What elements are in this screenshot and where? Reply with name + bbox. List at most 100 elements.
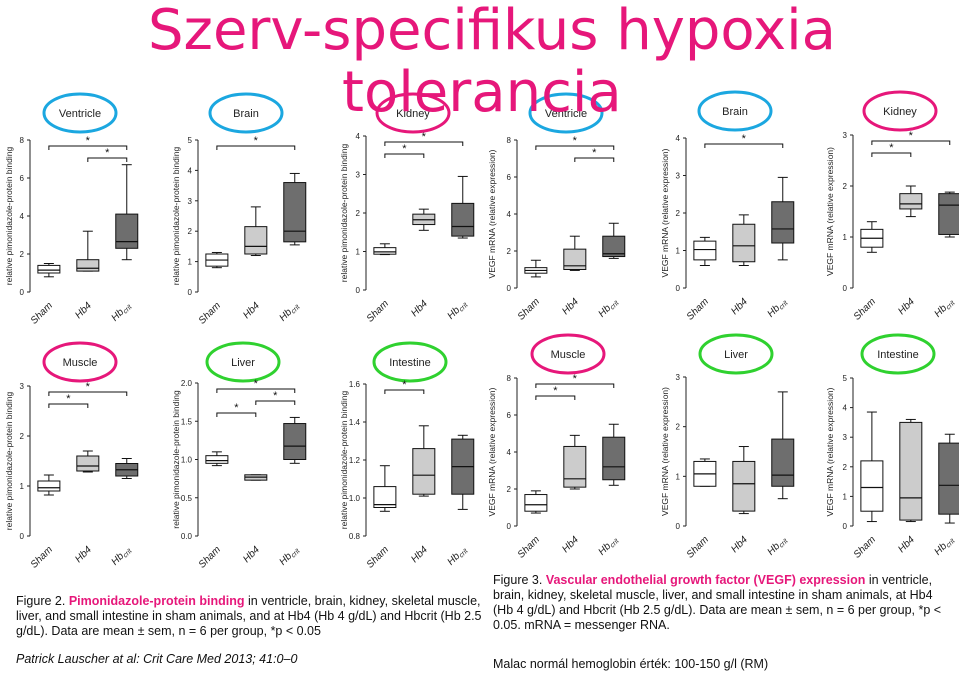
- box-hb4: [732, 460, 756, 512]
- y-tick-label: 2: [843, 463, 848, 472]
- x-tick-label: Hbcrit: [596, 296, 621, 321]
- organ-label: Liver: [231, 357, 255, 369]
- organ-label: Kidney: [883, 106, 917, 118]
- box-sham: [37, 264, 61, 274]
- y-tick-label: 2: [20, 250, 25, 259]
- box-hbcrit: [771, 438, 795, 487]
- x-tick-label: Hb4: [560, 534, 581, 555]
- significance-star: *: [592, 147, 597, 159]
- y-tick-label: 6: [20, 174, 25, 183]
- x-tick-label: Hbcrit: [765, 296, 790, 321]
- x-tick-label: Sham: [516, 296, 542, 322]
- box-hb4: [899, 193, 923, 210]
- y-tick-label: 1: [843, 492, 848, 501]
- x-tick-label: Hbcrit: [277, 544, 302, 569]
- y-axis-label: relative pimonidazole-protein binding: [171, 390, 181, 529]
- significance-bracket: [87, 157, 128, 162]
- significance-star: *: [422, 131, 427, 143]
- y-tick-label: 0: [20, 288, 25, 297]
- box-hb4: [244, 226, 268, 255]
- organ-label: Brain: [233, 108, 259, 120]
- box-hbcrit: [602, 235, 626, 258]
- y-tick-label: 1: [676, 472, 681, 481]
- y-tick-label: 2.0: [181, 379, 193, 388]
- y-tick-label: 2: [843, 182, 848, 191]
- box-hb4: [563, 445, 587, 488]
- x-tick-label: Hb4: [241, 300, 262, 321]
- box-hb4: [412, 448, 436, 495]
- organ-label: Intestine: [877, 349, 919, 361]
- organ-label: Muscle: [551, 349, 586, 361]
- y-axis-label: relative pimonidazole-protein binding: [4, 147, 14, 286]
- figure-3-highlight: Vascular endothelial growth factor (VEGF…: [545, 573, 866, 587]
- box-sham: [860, 460, 884, 512]
- y-axis-label: VEGF mRNA (relative expression): [660, 148, 670, 277]
- box-sham: [373, 247, 397, 255]
- panel-3: 0 1 2 3 4 relative pimonidazole-protein bindi…: [339, 92, 475, 325]
- organ-oval: [205, 341, 281, 383]
- hemoglobin-note: Malac normál hemoglobin érték: 100-150 g…: [493, 657, 769, 671]
- y-axis-label: relative pimonidazole-protein binding: [171, 147, 181, 286]
- y-tick-label: 5: [188, 136, 193, 145]
- x-tick-label: Sham: [516, 534, 542, 560]
- significance-star: *: [66, 393, 71, 405]
- x-tick-label: Sham: [365, 298, 391, 324]
- box-hbcrit: [602, 436, 626, 481]
- y-axis-label: VEGF mRNA (relative expression): [825, 387, 835, 516]
- y-tick-label: 6: [507, 411, 512, 420]
- significance-star: *: [553, 385, 558, 397]
- y-tick-label: 0: [843, 284, 848, 293]
- panel-12: 0 1 2 3 4 5 VEGF mRNA (relative expression) Int…: [825, 333, 959, 561]
- y-tick-label: 0: [843, 522, 848, 531]
- significance-bracket: [384, 153, 425, 158]
- organ-oval: [372, 341, 448, 383]
- y-tick-label: 3: [676, 373, 681, 382]
- x-tick-label: Hbcrit: [765, 534, 790, 559]
- significance-star: *: [254, 135, 259, 147]
- y-tick-label: 4: [843, 404, 848, 413]
- significance-bracket: [704, 143, 784, 148]
- box-hbcrit: [938, 442, 959, 515]
- significance-star: *: [273, 390, 278, 402]
- figure-3-caption: Figure 3. Vascular endothelial growth fa…: [493, 573, 948, 633]
- panel-4: 0 2 4 6 8 VEGF mRNA (relative expression) Vent…: [487, 92, 626, 323]
- x-tick-label: Hbcrit: [932, 296, 957, 321]
- organ-oval: [208, 92, 284, 134]
- y-tick-label: 0: [507, 522, 512, 531]
- panel-5: 0 1 2 3 4 VEGF mRNA (relative expression) Brai…: [660, 90, 795, 323]
- y-tick-label: 2: [507, 247, 512, 256]
- y-tick-label: 2: [188, 227, 193, 236]
- y-tick-label: 1: [20, 482, 25, 491]
- y-tick-label: 1.0: [181, 456, 193, 465]
- y-tick-label: 8: [507, 136, 512, 145]
- organ-label: Kidney: [396, 108, 430, 120]
- significance-star: *: [234, 402, 239, 414]
- box-hbcrit: [771, 201, 795, 244]
- box-hbcrit: [938, 193, 959, 235]
- x-tick-label: Sham: [197, 544, 223, 570]
- organ-oval: [42, 341, 118, 383]
- y-tick-label: 1.6: [349, 380, 361, 389]
- significance-bracket: [574, 157, 615, 162]
- significance-star: *: [573, 373, 578, 385]
- box-sham: [373, 486, 397, 509]
- x-tick-label: Sham: [29, 300, 55, 326]
- x-tick-label: Hbcrit: [445, 298, 470, 323]
- organ-oval: [862, 90, 938, 132]
- x-tick-label: Sham: [852, 296, 878, 322]
- y-axis-label: relative pimonidazole-protein binding: [339, 144, 349, 283]
- box-sham: [693, 240, 717, 261]
- x-tick-label: Hbcrit: [109, 300, 134, 325]
- figure-2-highlight: Pimonidazole-protein binding: [68, 594, 245, 608]
- panel-1: 0 2 4 6 8 relative pimonidazole-protein bindi…: [4, 92, 139, 327]
- box-hb4: [732, 223, 756, 263]
- figure-2-caption: Figure 2. Pimonidazole-protein binding i…: [16, 594, 486, 639]
- significance-bracket: [48, 391, 128, 396]
- x-tick-label: Hbcrit: [109, 544, 134, 569]
- organ-label: Brain: [722, 106, 748, 118]
- significance-bracket: [216, 412, 257, 417]
- significance-star: *: [86, 135, 91, 147]
- x-tick-label: Hb4: [409, 544, 430, 565]
- x-tick-label: Hbcrit: [445, 544, 470, 569]
- significance-star: *: [105, 147, 110, 159]
